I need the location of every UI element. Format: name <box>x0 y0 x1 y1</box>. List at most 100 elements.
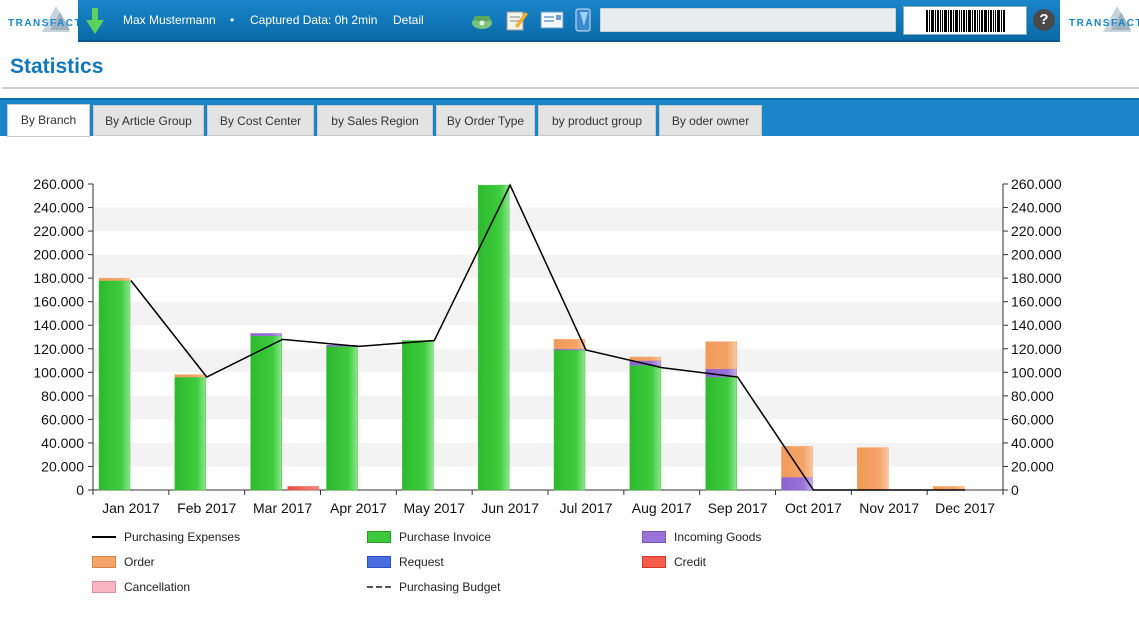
y-tick-label-right: 180.000 <box>1011 270 1062 286</box>
tab-by-branch[interactable]: By Branch <box>7 104 90 137</box>
x-tick-label: Oct 2017 <box>785 500 842 516</box>
legend-swatch <box>92 556 116 568</box>
y-tick-label-left: 160.000 <box>33 294 84 310</box>
document-icon[interactable] <box>540 8 564 32</box>
legend-label: Purchase Invoice <box>399 530 492 544</box>
bar-order <box>781 446 813 478</box>
help-icon[interactable]: ? <box>1033 9 1055 31</box>
tab-by-order-owner[interactable]: By oder owner <box>659 105 762 136</box>
tab-by-cost-center[interactable]: By Cost Center <box>207 105 314 136</box>
legend-label: Purchasing Budget <box>399 580 501 594</box>
x-tick-label: Aug 2017 <box>632 500 692 516</box>
grid-band <box>93 466 1003 490</box>
grid-band <box>93 442 1003 467</box>
x-tick-label: Jun 2017 <box>481 500 539 516</box>
bar-order <box>174 374 207 378</box>
x-tick-label: Sep 2017 <box>708 500 768 516</box>
barcode-input[interactable] <box>600 8 896 32</box>
y-tick-label-right: 80.000 <box>1011 388 1054 404</box>
page-title: Statistics <box>10 55 104 78</box>
tab-by-article-group[interactable]: By Article Group <box>93 105 204 136</box>
bar-credit <box>287 486 319 491</box>
bar-purchase-invoice <box>98 280 131 491</box>
y-tick-label-right: 140.000 <box>1011 317 1062 333</box>
bar-purchase-invoice <box>402 340 434 491</box>
y-tick-label-right: 160.000 <box>1011 294 1062 310</box>
bar-purchase-invoice <box>250 335 282 491</box>
bar-purchase-invoice <box>705 376 737 491</box>
grid-band <box>93 395 1003 420</box>
chart-plot-area: 0 0 20.000 20.000 40.000 40.000 60.000 60.000 80… <box>33 176 1061 516</box>
y-tick-label-right: 40.000 <box>1011 435 1054 451</box>
legend-label: Credit <box>674 555 707 569</box>
grid-band <box>93 419 1003 443</box>
bar-incoming-goods <box>250 333 282 337</box>
logo-text: TRANSFACT <box>8 18 83 29</box>
title-divider <box>2 87 1139 89</box>
bar-purchase-invoice <box>326 346 358 491</box>
y-tick-label-right: 260.000 <box>1011 176 1062 192</box>
bar-order <box>705 341 737 370</box>
user-name[interactable]: Max Mustermann <box>123 13 216 27</box>
grid-band <box>93 325 1003 349</box>
grid-band <box>93 301 1003 326</box>
bar-purchase-invoice <box>477 184 510 491</box>
grid-band <box>93 231 1003 255</box>
y-tick-label-left: 240.000 <box>33 200 84 216</box>
edit-note-icon[interactable] <box>505 8 529 32</box>
transfact-logo-right: TRANSFACT <box>1063 4 1139 36</box>
legend-swatch <box>642 556 666 568</box>
tab-bar: By Branch By Article Group By Cost Cente… <box>0 98 1139 137</box>
legend-label: Cancellation <box>124 580 191 594</box>
chart-legend: Purchasing Expenses Purchase Invoice Inc… <box>92 528 892 604</box>
y-tick-label-right: 200.000 <box>1011 247 1062 263</box>
legend-swatch <box>92 581 116 593</box>
y-tick-label-right: 60.000 <box>1011 411 1054 427</box>
x-tick-label: Apr 2017 <box>330 500 387 516</box>
grid-band <box>93 184 1003 208</box>
tab-by-sales-region[interactable]: by Sales Region <box>317 105 433 136</box>
bar-incoming-goods <box>781 476 813 491</box>
x-tick-label: Jul 2017 <box>559 500 612 516</box>
y-tick-label-right: 220.000 <box>1011 223 1062 239</box>
header-separator: • <box>230 13 235 27</box>
logo-triangle-inner <box>50 12 70 30</box>
mobile-device-icon[interactable] <box>572 8 596 32</box>
y-tick-label-left: 60.000 <box>41 411 84 427</box>
y-tick-label-left: 100.000 <box>33 364 84 380</box>
legend-dashed-swatch <box>367 586 391 588</box>
x-tick-label: Nov 2017 <box>859 500 919 516</box>
statistics-chart: 0 0 20.000 20.000 40.000 40.000 60.000 60.000 80… <box>33 176 1061 516</box>
y-tick-label-left: 140.000 <box>33 317 84 333</box>
x-tick-label: Dec 2017 <box>935 500 995 516</box>
y-tick-label-left: 220.000 <box>33 223 84 239</box>
y-tick-label-right: 0 <box>1011 482 1019 498</box>
grid-band <box>93 207 1003 232</box>
download-arrow-icon[interactable] <box>86 8 104 34</box>
transfact-logo-left[interactable]: TRANSFACT <box>2 4 81 36</box>
logo-triangle-inner <box>1111 12 1131 30</box>
bar-order <box>629 356 662 361</box>
barcode-scan-button[interactable] <box>903 6 1027 35</box>
tab-by-product-group[interactable]: by product group <box>538 105 656 136</box>
phone-icon[interactable] <box>470 8 494 32</box>
legend-label: Request <box>399 555 444 569</box>
legend-label: Purchasing Expenses <box>124 530 241 544</box>
header-bar <box>78 0 1060 42</box>
y-tick-label-left: 80.000 <box>41 388 84 404</box>
y-tick-label-left: 180.000 <box>33 270 84 286</box>
bar-purchase-invoice <box>553 349 586 491</box>
bar-order <box>857 447 889 491</box>
y-tick-label-right: 240.000 <box>1011 200 1062 216</box>
x-tick-label: Feb 2017 <box>177 500 236 516</box>
x-tick-label: Mar 2017 <box>253 500 312 516</box>
detail-link[interactable]: Detail <box>393 13 424 27</box>
bar-purchase-invoice <box>174 376 207 491</box>
grid-band <box>93 278 1003 302</box>
grid-band <box>93 372 1003 396</box>
legend-swatch <box>367 556 391 568</box>
legend-swatch <box>642 531 666 543</box>
captured-data-status: Captured Data: 0h 2min <box>250 13 378 27</box>
y-tick-label-left: 20.000 <box>41 458 84 474</box>
tab-by-order-type[interactable]: By Order Type <box>436 105 535 136</box>
